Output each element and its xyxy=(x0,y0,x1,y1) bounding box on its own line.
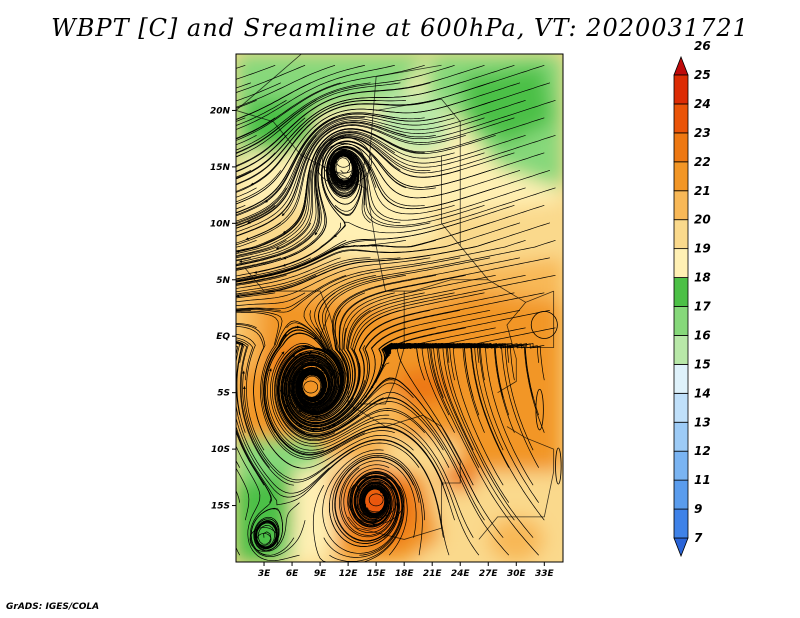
colorbar-label: 12 xyxy=(694,444,711,458)
colorbar-label: 26 xyxy=(694,39,711,53)
colorbar-label: 19 xyxy=(694,242,711,256)
colorbar-segment xyxy=(673,335,689,365)
colorbar-segment xyxy=(673,479,689,510)
colorbar-label: 11 xyxy=(694,473,711,487)
colorbar-segment xyxy=(673,277,689,307)
latitude-axis: 20N 15N 10N 5N EQ 5S 10S 15S xyxy=(210,106,236,512)
lat-tick-label: 20N xyxy=(210,106,231,116)
colorbar-segment xyxy=(673,508,689,539)
colorbar-segment xyxy=(673,421,689,452)
lon-tick-label: 6E xyxy=(286,569,299,579)
grads-credit: GrADS: IGES/COLA xyxy=(6,602,100,612)
lat-tick-label: 10S xyxy=(211,445,230,455)
lon-tick-label: 21E xyxy=(423,569,443,579)
colorbar-segment xyxy=(673,219,689,250)
colorbar-segment xyxy=(673,248,689,278)
colorbar-segment xyxy=(673,74,689,105)
lon-tick-label: 33E xyxy=(535,569,555,579)
colorbar-label: 17 xyxy=(694,300,711,314)
colorbar-segment xyxy=(673,103,689,134)
colorbar-label: 21 xyxy=(694,184,711,198)
colorbar-segment xyxy=(673,450,689,481)
colorbar-segment xyxy=(673,132,689,163)
colorbar-label: 22 xyxy=(694,155,711,169)
colorbar-segment xyxy=(673,190,689,221)
colorbar-label: 25 xyxy=(694,68,711,82)
lat-tick-label: EQ xyxy=(216,332,230,342)
colorbar-label: 20 xyxy=(694,213,711,227)
colorbar-segment xyxy=(673,392,689,423)
colorbar-label: 7 xyxy=(694,531,703,545)
longitude-axis: 3E 6E 9E 12E 15E 18E 21E 24E 27E 30E 33E xyxy=(258,562,555,579)
colorbar: 7 9 11 12 13 14 15 16 17 18 19 20 21 22 23 24 25 26 xyxy=(673,39,711,558)
colorbar-lower-triangle xyxy=(673,537,689,558)
colorbar-label: 23 xyxy=(694,126,711,140)
colorbar-label: 9 xyxy=(694,502,702,516)
colorbar-label: 15 xyxy=(694,357,711,371)
colorbar-segment xyxy=(673,363,689,394)
lon-tick-label: 24E xyxy=(451,569,471,579)
lon-tick-label: 12E xyxy=(339,569,359,579)
colorbar-label: 14 xyxy=(694,386,711,400)
lat-tick-label: 10N xyxy=(210,219,231,229)
lon-tick-label: 18E xyxy=(395,569,415,579)
lon-tick-label: 27E xyxy=(479,569,499,579)
colorbar-segment xyxy=(673,306,689,336)
colorbar-label: 18 xyxy=(694,271,711,285)
colorbar-label: 16 xyxy=(694,328,711,342)
lat-tick-label: 15S xyxy=(211,502,230,512)
lon-tick-label: 30E xyxy=(507,569,527,579)
map-plot-area xyxy=(236,54,563,562)
lat-tick-label: 5S xyxy=(217,389,230,399)
chart-title: WBPT [C] and Sreamline at 600hPa, VT: 20… xyxy=(51,14,749,42)
lon-tick-label: 15E xyxy=(367,569,387,579)
lat-tick-label: 5N xyxy=(216,276,230,286)
streamlines xyxy=(236,64,556,562)
colorbar-label: 13 xyxy=(694,415,711,429)
lat-tick-label: 15N xyxy=(210,163,231,173)
colorbar-segment xyxy=(673,161,689,192)
lon-tick-label: 3E xyxy=(258,569,271,579)
map-frame xyxy=(235,53,564,563)
colorbar-upper-triangle xyxy=(673,55,689,76)
lon-tick-label: 9E xyxy=(314,569,327,579)
colorbar-label: 24 xyxy=(694,97,711,111)
